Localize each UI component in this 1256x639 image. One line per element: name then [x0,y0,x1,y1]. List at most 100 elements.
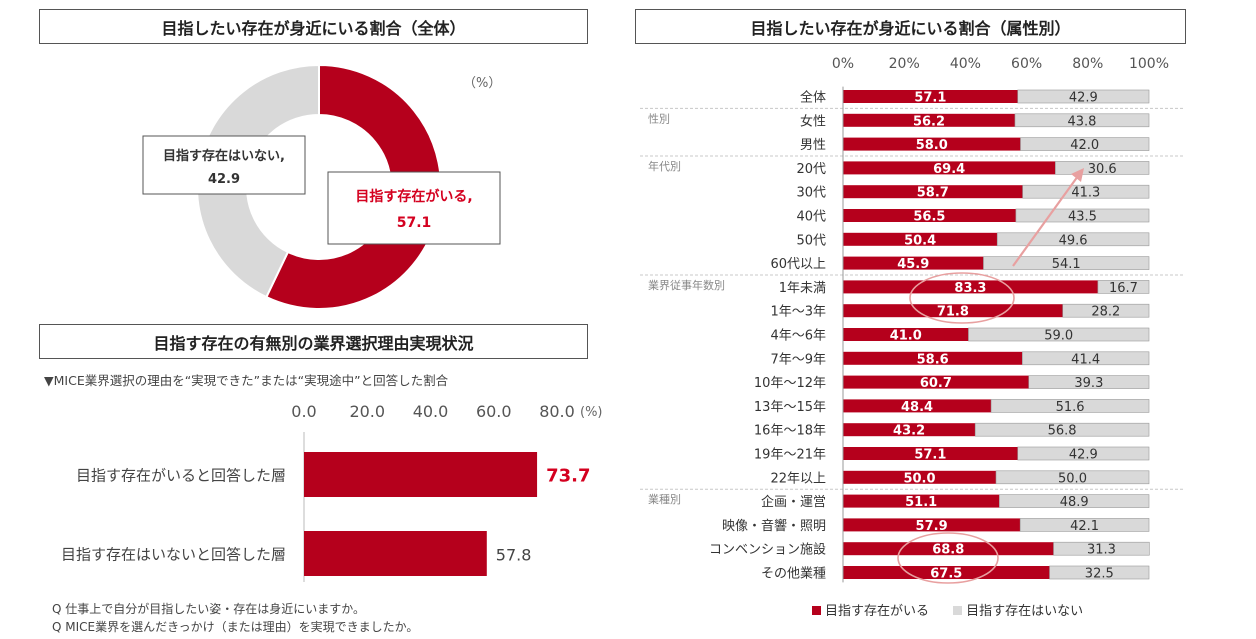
attr-value-yes: 69.4 [933,162,965,177]
attr-category-label: 22年以上 [770,471,826,486]
donut-no-callout-box [142,135,306,195]
attr-group-label: 性別 [648,111,670,125]
attr-value-no: 28.2 [1091,305,1120,320]
attr-bar-yes [843,375,1029,389]
attr-value-no: 31.3 [1087,543,1116,558]
attr-bar-no [1022,184,1150,199]
attr-value-no: 42.1 [1070,519,1099,534]
attr-category-label: 19年～21年 [754,448,826,463]
donut-no-callout-label: 目指す存在はいない, [163,148,285,164]
attr-value-yes: 56.2 [913,114,945,129]
legend: 目指す存在がいる 目指す存在はいない [812,600,1083,619]
attr-value-no: 43.8 [1068,114,1097,129]
attr-value-no: 59.0 [1044,329,1073,344]
attr-bar-no [995,470,1150,485]
reason-value-label: 57.8 [496,546,532,565]
attr-value-no: 41.4 [1071,352,1100,367]
legend-no-swatch [953,606,963,615]
attr-bar-no [1015,208,1150,223]
legend-yes-swatch [812,606,821,615]
attr-value-no: 49.6 [1059,233,1088,248]
attr-category-label: 4年～6年 [770,329,826,344]
attr-category-label: 30代 [796,186,826,201]
question-2: Q MICE業界を選んだきっかけ（または理由）を実現できましたか。 [52,620,419,634]
reason-title: 目指す存在の有無別の業界選択理由実現状況 [153,333,474,353]
attr-group-label: 業界従事年数別 [648,278,725,292]
attr-bar-yes [843,470,996,484]
reason-unit-label: (%) [580,405,603,420]
attr-bar-yes [843,542,1054,556]
attr-value-no: 43.5 [1068,210,1097,225]
attr-bar-yes [843,304,1063,318]
attr-title-box: 目指したい存在が身近にいる割合（属性別） [635,9,1186,44]
attr-group-label: 業種別 [648,492,681,506]
donut-yes-callout-label: 目指す存在がいる, [355,188,472,205]
attr-tick-label: 80% [1072,56,1103,72]
attr-value-yes: 57.1 [914,448,946,463]
attr-category-label: コンベンション施設 [709,542,826,558]
attr-category-label: 20代 [796,162,826,177]
attr-value-yes: 67.5 [930,567,962,582]
attr-bar-yes [843,256,984,270]
attr-bar-no [999,494,1150,508]
attr-bar-no [1017,89,1150,104]
attr-bar-yes [843,518,1021,532]
reason-category-label: 目指す存在はいないと回答した層 [61,546,286,564]
attr-tick-label: 40% [950,56,981,72]
reason-bar [304,452,538,497]
attr-bar-no [1022,351,1150,366]
attr-bar-yes [843,447,1018,460]
attr-bar-no [1014,113,1150,128]
donut-yes-callout-box [327,171,501,245]
attr-highlight-ellipse-tenure [909,272,1015,324]
attr-category-label: 60代以上 [770,257,826,272]
attr-bar-no [1053,541,1150,556]
donut-slice-yes [265,63,442,310]
reason-tick-label: 80.0 [539,402,575,421]
legend-yes-label: 目指す存在がいる [825,604,930,619]
attr-category-label: 男性 [800,138,826,153]
attr-value-yes: 41.0 [890,329,922,344]
attr-category-label: 1年～3年 [770,305,826,320]
attr-value-no: 41.3 [1071,186,1100,201]
donut-no-callout-value: 42.9 [208,172,240,187]
attr-value-yes: 45.9 [897,257,929,272]
donut-title-box: 目指したい存在が身近にいる割合（全体） [39,9,588,44]
attr-bar-no [1019,518,1150,532]
donut-title: 目指したい存在が身近にいる割合（全体） [161,18,466,38]
attr-bar-no [1017,446,1150,461]
attr-bar-no [990,399,1150,413]
attr-bar-yes [843,137,1021,151]
attr-arrow-head [1071,168,1084,182]
attr-value-yes: 57.9 [916,519,948,534]
attr-value-no: 16.7 [1109,281,1138,296]
attr-bar-no [1062,303,1150,318]
attr-value-no: 39.3 [1074,376,1103,391]
reason-title-box: 目指す存在の有無別の業界選択理由実現状況 [39,324,588,359]
legend-no-label: 目指す存在はいない [966,604,1084,619]
attr-bar-no [1028,375,1150,389]
attr-arrow-line [1012,175,1079,267]
reason-tick-label: 0.0 [291,402,316,421]
attr-tick-label: 60% [1011,56,1042,72]
reason-value-label: 73.7 [546,466,590,487]
attr-value-yes: 50.4 [904,233,936,248]
reason-tick-label: 60.0 [476,402,512,421]
question-1: Q 仕事上で自分が目指したい姿・存在は身近にいますか。 [52,602,366,616]
attr-bar-yes [843,423,976,437]
reason-bar [304,531,487,576]
attr-value-yes: 83.3 [954,281,986,296]
attr-tick-label: 100% [1129,56,1169,72]
reason-subtitle: ▼MICE業界選択の理由を“実現できた”または“実現途中”と回答した割合 [44,373,449,388]
attr-category-label: 映像・音響・照明 [722,518,826,534]
attr-value-yes: 71.8 [937,305,969,320]
attr-value-yes: 48.4 [901,400,933,415]
attr-bar-yes [843,113,1015,127]
attr-bar-yes [843,399,992,413]
attr-value-yes: 57.1 [914,91,946,106]
attr-value-yes: 58.7 [917,186,949,201]
attr-bar-no [1097,280,1150,294]
attr-bar-yes [843,90,1018,103]
attr-bar-yes [843,232,998,246]
attr-value-no: 42.9 [1069,448,1098,463]
